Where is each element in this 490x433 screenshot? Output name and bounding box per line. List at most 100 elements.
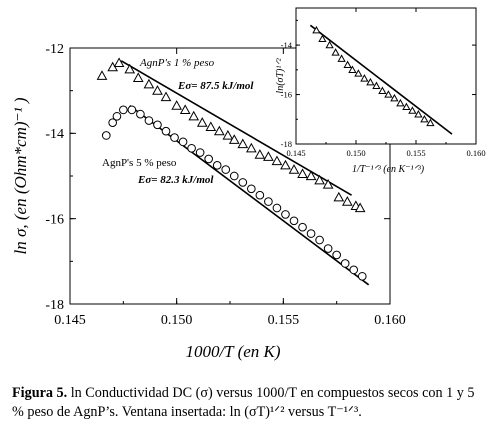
data-point-circle xyxy=(127,105,137,115)
data-point-circle xyxy=(315,235,324,245)
data-point-triangle xyxy=(333,191,345,202)
data-point-triangle xyxy=(188,110,200,121)
data-point-triangle xyxy=(263,151,274,161)
y-tick-label: -14 xyxy=(281,40,293,50)
data-point-triangle xyxy=(171,100,183,110)
data-point-circle xyxy=(306,229,316,238)
data-point-circle xyxy=(119,105,128,115)
data-point-triangle xyxy=(354,69,363,77)
figure-caption: Figura 5. ln Conductividad DC (σ) versus… xyxy=(12,384,482,422)
data-point-triangle xyxy=(337,54,346,62)
data-point-circle xyxy=(357,271,367,281)
y-tick-label: -16 xyxy=(281,90,292,100)
data-point-circle xyxy=(187,143,196,153)
data-point-triangle xyxy=(384,90,393,98)
data-point-triangle xyxy=(426,118,435,127)
data-point-triangle xyxy=(372,81,381,90)
main-points xyxy=(96,57,367,281)
data-point-circle xyxy=(340,259,350,268)
inset-xlabel: 1/T⁻¹ᐟ³ (en K⁻¹ᐟ³) xyxy=(352,164,425,175)
data-point-circle xyxy=(178,137,188,147)
inset-fit-lines xyxy=(309,24,453,135)
data-point-circle xyxy=(136,109,145,119)
main-ylabel: ln σ, (en (Ohm*cm)⁻¹ ) xyxy=(11,97,30,254)
caption-text: ln Conductividad DC (σ) versus 1000/T en… xyxy=(12,385,475,420)
data-point-circle xyxy=(204,154,213,164)
data-point-triangle xyxy=(179,104,191,114)
data-point-triangle xyxy=(360,74,369,82)
data-point-triangle xyxy=(314,174,325,185)
data-point-triangle xyxy=(237,138,249,149)
data-point-circle xyxy=(255,190,265,200)
annotation-e-1: Eσ= 87.5 kJ/mol xyxy=(177,80,254,92)
data-point-circle xyxy=(281,210,290,219)
data-point-circle xyxy=(247,184,256,194)
data-point-triangle xyxy=(322,179,334,189)
data-point-triangle xyxy=(228,134,240,144)
data-point-circle xyxy=(108,118,117,127)
data-point-circle xyxy=(332,250,341,260)
data-point-circle xyxy=(101,131,111,140)
data-point-circle xyxy=(264,197,273,206)
data-point-triangle xyxy=(288,164,300,174)
data-point-triangle xyxy=(396,98,405,107)
main-plot: 0.145 0.150 0.155 0.160 -12 -14 -16 -18 ln σ, (… xyxy=(11,42,406,361)
fit-line xyxy=(309,24,453,135)
main-ticks: 0.145 0.150 0.155 0.160 -12 -14 -16 -18 xyxy=(45,42,405,328)
fit-line xyxy=(120,60,353,196)
data-point-triangle xyxy=(132,72,144,82)
data-point-triangle xyxy=(331,48,340,56)
x-tick-label: 0.145 xyxy=(54,313,86,328)
x-tick-label: 0.150 xyxy=(161,313,193,328)
data-point-circle xyxy=(153,120,162,130)
data-point-triangle xyxy=(205,121,217,132)
y-tick-label: -16 xyxy=(45,213,64,228)
data-point-circle xyxy=(238,178,248,187)
data-point-triangle xyxy=(343,60,352,69)
data-point-triangle xyxy=(414,109,423,118)
data-point-triangle xyxy=(245,142,257,153)
data-point-triangle xyxy=(160,91,172,102)
y-tick-label: -18 xyxy=(281,139,292,149)
data-point-triangle xyxy=(222,129,234,140)
data-point-circle xyxy=(212,161,222,170)
x-tick-label: 0.155 xyxy=(406,148,425,158)
figure: 0.145 0.150 0.155 0.160 -12 -14 -16 -18 ln σ, (… xyxy=(11,7,486,361)
caption-label: Figura 5. xyxy=(12,385,68,401)
data-point-triangle xyxy=(325,40,334,49)
data-point-triangle xyxy=(196,117,208,127)
data-point-circle xyxy=(195,148,205,157)
data-point-triangle xyxy=(366,77,375,86)
data-point-triangle xyxy=(378,86,387,94)
inset-points xyxy=(312,25,435,127)
y-tick-label: -14 xyxy=(45,127,64,142)
data-point-triangle xyxy=(254,149,266,159)
main-xlabel: 1000/T (en K) xyxy=(185,342,280,361)
data-point-circle xyxy=(161,126,171,136)
data-point-circle xyxy=(272,203,282,213)
data-point-triangle xyxy=(124,63,136,74)
inset-plot: 0.145 0.150 0.155 0.160-14-16-18 ln(σT)¹ᐟ² … xyxy=(275,7,486,175)
data-point-triangle xyxy=(96,70,108,80)
data-point-triangle xyxy=(402,102,411,111)
annotation-agnp1: AgnP's 1 % peso xyxy=(139,57,215,69)
annotation-e-5: Eσ= 82.3 kJ/mol xyxy=(137,174,214,186)
data-point-circle xyxy=(170,133,179,142)
y-tick-label: -12 xyxy=(45,42,64,57)
x-tick-label: 0.145 xyxy=(286,148,305,158)
data-point-triangle xyxy=(341,196,353,206)
fit-line xyxy=(129,104,370,286)
data-point-triangle xyxy=(312,25,321,34)
data-point-triangle xyxy=(390,93,399,102)
data-point-triangle xyxy=(280,159,291,170)
data-point-triangle xyxy=(420,114,429,123)
data-point-triangle xyxy=(318,34,327,43)
main-fit-lines xyxy=(120,60,370,286)
data-point-triangle xyxy=(354,202,366,213)
data-point-triangle xyxy=(143,78,155,89)
data-point-circle xyxy=(349,265,359,275)
data-point-circle xyxy=(289,216,299,226)
data-point-triangle xyxy=(348,65,357,73)
data-point-circle xyxy=(298,222,307,232)
data-point-circle xyxy=(229,171,239,181)
